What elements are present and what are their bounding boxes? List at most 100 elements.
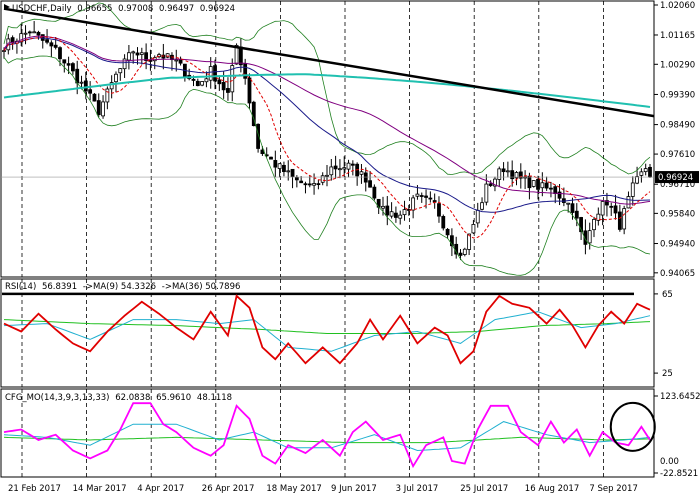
x-tick-label: 26 Apr 2017	[202, 484, 255, 494]
candle-body	[303, 183, 308, 186]
candle-body	[144, 52, 149, 62]
candle-body	[449, 235, 454, 247]
candle-body	[574, 210, 579, 219]
rsi-value: 56.8391	[42, 282, 77, 292]
candle-body	[316, 183, 321, 186]
candle-body	[213, 65, 217, 82]
price-open: 0.96655	[77, 4, 112, 14]
symbol-arrow-icon	[4, 4, 10, 10]
bollinger-lower	[3, 55, 651, 276]
candle-body	[415, 193, 420, 197]
cfg-mo-name: CFG_MO(14,3,9,3,13,33)	[5, 393, 110, 403]
candle-body	[139, 52, 144, 55]
candle-body	[605, 200, 609, 206]
last-price-label: 0.96924	[658, 173, 693, 183]
candle-body	[639, 171, 644, 176]
candle-body	[88, 89, 93, 94]
candle-body	[480, 202, 484, 210]
candle-body	[346, 162, 351, 170]
ma-slow	[3, 37, 651, 213]
x-tick-label: 14 Mar 2017	[73, 484, 127, 494]
candle-body	[148, 60, 153, 62]
x-tick-label: 25 Jul 2017	[460, 484, 508, 494]
candle-body	[101, 101, 105, 117]
x-tick-label: 3 Jul 2017	[396, 484, 439, 494]
x-tick-label: 7 Sep 2017	[589, 484, 637, 494]
price-panel	[0, 0, 655, 278]
candle-body	[518, 171, 523, 179]
rsi-y-tick-label: 65	[662, 290, 673, 300]
y-tick-label: 1.01165	[660, 31, 695, 41]
candle-body	[66, 63, 71, 66]
candle-body	[2, 50, 6, 52]
candle-body	[23, 32, 28, 35]
candle-body	[462, 248, 467, 255]
axes: 21 Feb 2017 14 Mar 2017 4 Apr 2017 26 Apr 2…	[8, 1, 700, 494]
candle-body	[536, 178, 540, 190]
candle-body	[497, 168, 502, 180]
candle-body	[161, 54, 166, 59]
candle-body	[226, 88, 230, 93]
candle-body	[368, 180, 372, 188]
rsi-name: RSI(14)	[5, 282, 36, 292]
candle-body	[79, 81, 84, 84]
candle-body	[549, 187, 553, 190]
candle-body	[471, 224, 476, 234]
candle-body	[398, 214, 403, 219]
candle-body	[109, 82, 114, 90]
price-high: 0.97008	[118, 4, 153, 14]
candle-body	[381, 205, 385, 209]
candle-body	[350, 163, 355, 166]
rsi-series-line	[3, 294, 651, 365]
y-tick-label: 0.95840	[660, 209, 695, 219]
candle-body	[488, 183, 493, 186]
rsi-ma36: ->MA(36) 50.7896	[162, 282, 241, 292]
candle-body	[135, 52, 140, 56]
candle-body	[45, 39, 49, 43]
y-tick-label: 0.94940	[660, 240, 695, 250]
candle-body	[493, 178, 497, 187]
candle-body	[126, 52, 131, 61]
vertical-grid	[21, 1, 604, 477]
y-tick-label: 1.00290	[660, 60, 695, 70]
candle-body	[273, 160, 278, 168]
candle-body	[269, 156, 273, 160]
candle-body	[277, 163, 282, 169]
candle-body	[290, 168, 295, 177]
rsi-plot	[2, 292, 651, 365]
candle-body	[609, 205, 614, 208]
y-tick-label: 0.99390	[660, 90, 695, 100]
price-header: USDCHF,Daily 0.96655 0.97008 0.96497 0.9…	[4, 4, 235, 14]
candle-body	[238, 46, 243, 66]
x-tick-label: 18 May 2017	[266, 484, 321, 494]
candle-body	[114, 73, 118, 83]
candle-body	[394, 212, 398, 218]
candle-body	[286, 170, 291, 173]
candle-body	[294, 177, 299, 181]
candle-body	[441, 216, 446, 229]
x-tick-label: 9 Jun 2017	[331, 484, 377, 494]
candle-body	[36, 31, 41, 36]
candle-body	[325, 174, 329, 177]
price-plot	[1, 2, 655, 276]
rsi-series-line	[3, 319, 651, 334]
candle-body	[195, 80, 200, 87]
x-tick-label: 21 Feb 2017	[8, 484, 61, 494]
candle-body	[445, 228, 450, 236]
ma-fast	[3, 36, 651, 239]
candle-body	[389, 211, 394, 217]
rsi-header: RSI(14) 56.8391 ->MA(9) 54.3326 ->MA(36)…	[5, 282, 240, 292]
candle-body	[27, 31, 32, 34]
candle-body	[553, 186, 558, 195]
x-tick-label: 4 Apr 2017	[137, 484, 184, 494]
candle-body	[243, 63, 248, 79]
rsi-y-tick-label: 25	[662, 369, 673, 379]
y-tick-label: 1.02060	[660, 1, 695, 11]
candle-body	[342, 167, 347, 170]
candle-body	[617, 211, 622, 230]
candle-body	[62, 59, 67, 64]
candle-body	[566, 202, 571, 205]
candle-body	[643, 168, 648, 173]
candle-body	[419, 195, 424, 197]
